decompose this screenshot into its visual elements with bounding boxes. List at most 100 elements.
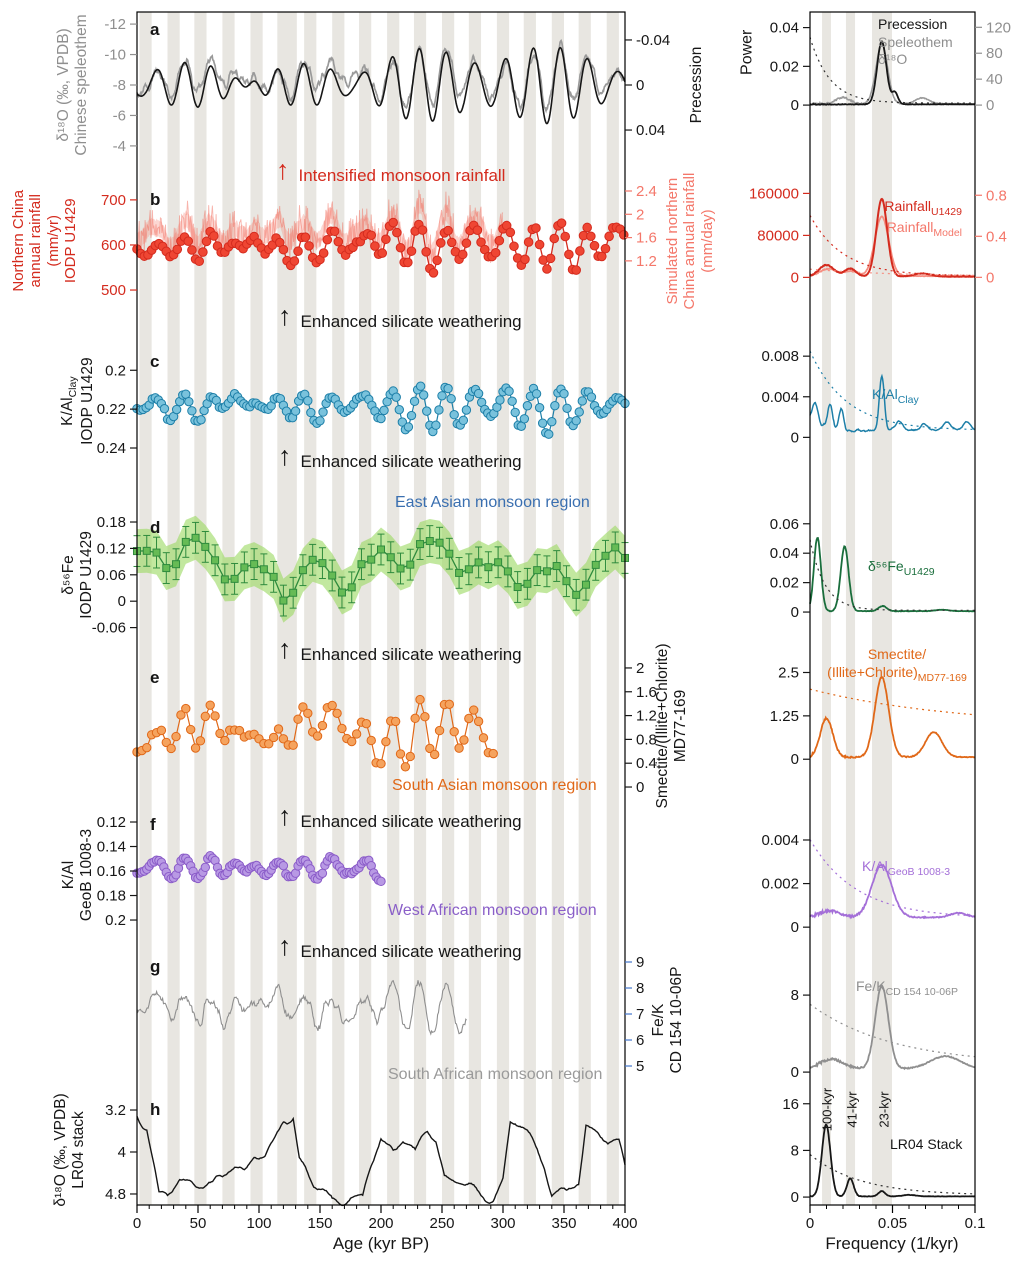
svg-text:0: 0 [636,77,644,94]
ylabel-line: Simulated northern [663,177,681,305]
legend-kal-clay: K/AlClay [872,386,919,406]
ylabel-lr04: δ¹⁸O (‰, VPDB) LR04 stack [52,1010,88,1268]
up-arrow-icon: ↑ [278,931,292,961]
svg-text:0: 0 [791,429,799,446]
svg-text:400: 400 [612,1215,637,1232]
svg-text:-10: -10 [104,47,126,64]
svg-text:0.18: 0.18 [97,888,126,905]
svg-text:0: 0 [986,97,994,114]
svg-text:9: 9 [636,954,644,971]
svg-text:0.004: 0.004 [761,832,799,849]
svg-text:0: 0 [986,269,994,286]
svg-text:100: 100 [246,1215,271,1232]
svg-text:16: 16 [782,1096,799,1113]
ylabel-d56fe: δ⁵⁶Fe IODP U1429 [60,455,96,695]
svg-text:0.18: 0.18 [97,514,126,531]
up-arrow-icon: ↑ [276,155,290,185]
annotation-text: Enhanced silicate weathering [300,812,522,831]
ylabel-line: GeoB 1008-3 [78,828,95,922]
ylabel-line: δ¹⁸O (‰, VPDB) [52,1093,70,1207]
svg-text:0.24: 0.24 [97,440,126,457]
svg-text:1.25: 1.25 [770,708,799,725]
panel-letter-g: g [150,957,161,976]
panel-letter-e: e [150,668,160,687]
spectrum-s6 [809,839,976,920]
legend-speleothem-d18o: δ¹⁸O [878,51,908,67]
svg-text:0.1: 0.1 [965,1215,986,1232]
panel-letter-b: b [150,190,161,209]
ylabel-line: IODP U1429 [78,531,95,619]
ylabel-smectite: Smectite/(Illite+Chlorite) MD77-169 [654,556,690,896]
svg-text:8: 8 [636,980,644,997]
svg-text:-8: -8 [113,77,126,94]
svg-text:0.008: 0.008 [761,348,799,365]
svg-text:0.06: 0.06 [97,567,126,584]
shaded-band [387,12,400,1205]
shaded-band [167,12,180,1205]
svg-text:80000: 80000 [757,227,799,244]
svg-text:0.04: 0.04 [636,122,665,139]
panel-letter-h: h [150,1100,161,1119]
ylabel-line: LR04 stack [70,1111,87,1189]
svg-text:0.2: 0.2 [105,912,126,929]
shaded-band [845,12,856,1205]
svg-text:5: 5 [636,1058,644,1075]
shaded-band [359,12,372,1205]
panel-h [136,1115,626,1207]
ylabel-line: (mm/day) [698,209,716,273]
annotation-text: Enhanced silicate weathering [300,452,522,471]
panel-d [133,515,629,623]
svg-text:0.8: 0.8 [986,187,1007,204]
annotation-enhanced-weathering-2: ↑ Enhanced silicate weathering [278,443,522,472]
shaded-band [413,12,427,1205]
svg-text:40: 40 [986,71,1003,88]
svg-text:2.4: 2.4 [636,183,657,200]
legend-d56fe: δ⁵⁶FeU1429 [868,558,935,578]
svg-text:-12: -12 [104,16,126,33]
region-label-west-african: West African monsoon region [388,902,597,919]
svg-text:-6: -6 [113,107,126,124]
svg-text:700: 700 [101,192,126,209]
shaded-band [468,12,482,1205]
panel-e [132,694,498,772]
svg-text:0.02: 0.02 [770,58,799,75]
spectrum-s5 [809,676,976,760]
svg-text:7: 7 [636,1006,644,1023]
band-label-41kyr: 41-kyr [844,1091,860,1128]
spectrum-s3 [809,350,976,433]
shaded-band [304,12,317,1205]
region-label-south-asian: South Asian monsoon region [392,777,597,794]
svg-text:0.002: 0.002 [761,876,799,893]
svg-text:0.05: 0.05 [878,1215,907,1232]
svg-text:300: 300 [490,1215,515,1232]
svg-text:0: 0 [791,1064,799,1081]
shaded-band [332,12,345,1205]
panel-letter-f: f [150,815,156,834]
svg-text:0.16: 0.16 [97,863,126,880]
spectrum-s7 [809,984,976,1071]
annotation-text: Enhanced silicate weathering [300,645,522,664]
ylabel-line: Northern China [10,189,28,292]
spectrum-s4 [809,536,975,613]
svg-text:0: 0 [791,97,799,114]
ylabel-line: δ⁵⁶Fe [60,555,78,595]
legend-precession-speleothem: Precession Speleothem δ¹⁸O [878,16,953,69]
svg-text:350: 350 [551,1215,576,1232]
svg-text:80: 80 [986,45,1003,62]
band-label-100kyr: 100-kyr [819,1087,835,1132]
legend-rainfall: RainfallU1429 RainfallModel [830,198,962,240]
panel-f [132,850,386,887]
svg-text:0: 0 [791,751,799,768]
svg-text:-0.06: -0.06 [92,620,126,637]
annotation-intensified-rainfall: ↑ Intensified monsoon rainfall [276,157,505,186]
xaxis-title-age: Age (kyr BP) [332,1234,430,1253]
panel-c [132,381,630,439]
annotation-enhanced-weathering-4: ↑ Enhanced silicate weathering [278,803,522,832]
up-arrow-icon: ↑ [278,301,292,331]
svg-text:0: 0 [791,269,799,286]
svg-text:0.22: 0.22 [97,401,126,418]
svg-text:600: 600 [101,237,126,254]
ylabel-line: annual rainfall [27,194,45,288]
svg-text:0: 0 [133,1215,141,1232]
